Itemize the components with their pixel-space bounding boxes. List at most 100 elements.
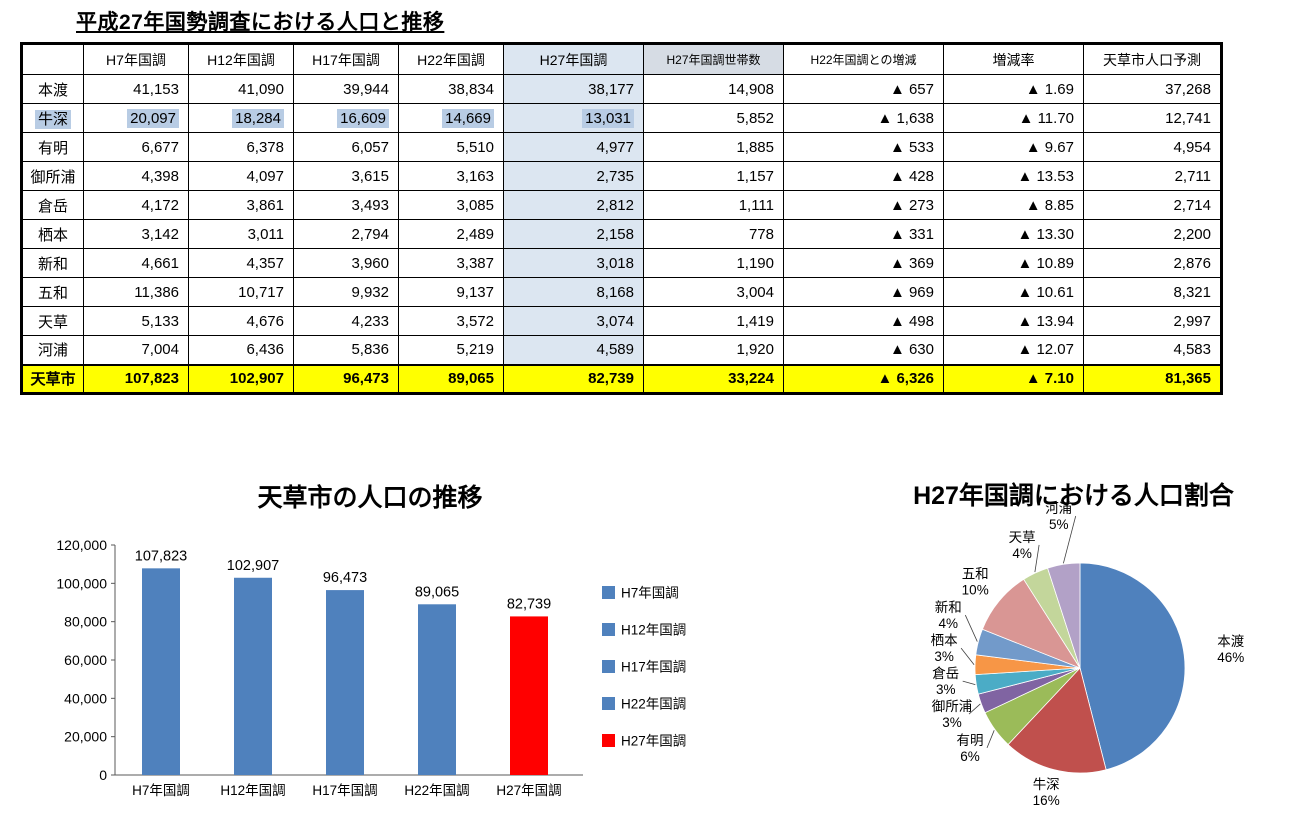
y-axis-label: 40,000: [64, 690, 107, 706]
table-cell: 778: [643, 219, 784, 249]
table-cell: 39,944: [293, 74, 399, 104]
table-cell: 4,097: [188, 161, 294, 191]
y-axis-label: 0: [99, 767, 107, 783]
table-cell: 4,661: [83, 248, 189, 278]
table-cell: 5,836: [293, 335, 399, 365]
row-label: 天草: [21, 306, 84, 336]
pie-label-新和: 新和 4%: [935, 600, 962, 631]
table-cell: 4,172: [83, 190, 189, 220]
row-label: 河浦: [21, 335, 84, 365]
table-cell: 38,834: [398, 74, 504, 104]
table-cell: 3,004: [643, 277, 784, 307]
table-cell: 10,717: [188, 277, 294, 307]
table-cell: ▲ 6,326: [783, 363, 944, 394]
row-label: 天草市: [21, 363, 84, 394]
table-cell: ▲ 13.94: [943, 306, 1084, 336]
x-axis-category-label: H17年国調: [312, 783, 377, 798]
x-axis-category-label: H12年国調: [220, 783, 285, 798]
pie-label-倉岳: 倉岳 3%: [932, 666, 959, 697]
table-cell: 3,615: [293, 161, 399, 191]
legend-label: H27年国調: [621, 734, 686, 749]
table-cell: 4,233: [293, 306, 399, 336]
table-cell: 4,357: [188, 248, 294, 278]
table-cell: 4,954: [1083, 132, 1222, 162]
table-cell: 3,960: [293, 248, 399, 278]
table-cell: 2,711: [1083, 161, 1222, 191]
table-cell: 6,057: [293, 132, 399, 162]
table-cell: ▲ 13.30: [943, 219, 1084, 249]
pie-slice-牛深: [1007, 667, 1107, 774]
pie-label-有明: 有明 6%: [957, 733, 984, 764]
y-axis-label: 120,000: [56, 537, 107, 553]
column-header: H22年国調: [398, 43, 504, 75]
table-cell: 2,735: [503, 161, 644, 191]
pie-label-leader-line: [964, 614, 978, 642]
page-title: 平成27年国勢調査における人口と推移: [76, 11, 445, 34]
pie-chart-canvas: 本渡 46% 牛深 16% 有明 6% 御所浦 3%倉岳 3%栖本 3%新和 4%五和 10% 天草 4%…: [931, 501, 1245, 808]
table-cell: 6,378: [188, 132, 294, 162]
legend-label: H12年国調: [621, 623, 686, 638]
table-cell: 4,583: [1083, 335, 1222, 365]
bar-H27年国調: [510, 616, 548, 775]
table-cell: 107,823: [83, 363, 189, 394]
column-header: 増減率: [943, 43, 1084, 75]
table-cell: 5,219: [398, 335, 504, 365]
bar-H12年国調: [234, 577, 272, 775]
legend-swatch: [602, 734, 615, 747]
table-cell: ▲ 657: [783, 74, 944, 104]
table-cell: 41,090: [188, 74, 294, 104]
population-table: H7年国調 H12年国調 H17年国調 H22年国調 H27年国調 H27年国調世帯数 H2…: [20, 42, 1223, 395]
table-cell: 4,977: [503, 132, 644, 162]
table-cell: 9,137: [398, 277, 504, 307]
y-axis-label: 80,000: [64, 614, 107, 630]
table-cell: 5,852: [643, 103, 784, 133]
column-header: H17年国調: [293, 43, 399, 75]
table-cell: 33,224: [643, 363, 784, 394]
table-cell: ▲ 12.07: [943, 335, 1084, 365]
bar-value-label: 89,065: [415, 584, 459, 600]
pie-chart: H27年国調における人口割合 本渡 46% 牛深 16% 有明 6% 御所浦 3% 倉岳 3% 栖本…: [850, 468, 1297, 813]
table-cell: 4,676: [188, 306, 294, 336]
table-cell: 2,794: [293, 219, 399, 249]
row-label: 有明: [21, 132, 84, 162]
bar-chart-canvas: 0 20,000 40,000 60,000 80,000 100,000 120,000 1…: [56, 537, 686, 798]
pie-label-leader-line: [986, 730, 995, 749]
y-axis-label: 60,000: [64, 652, 107, 668]
legend-swatch: [602, 697, 615, 710]
table-cell: ▲ 273: [783, 190, 944, 220]
table-cell: 1,419: [643, 306, 784, 336]
table-cell: 5,510: [398, 132, 504, 162]
table-cell: 8,321: [1083, 277, 1222, 307]
table-row: 倉岳 4,172 3,861 3,493 3,085 2,812 1,111 ▲ 273 ▲ 8…: [21, 190, 1222, 220]
row-label: 栖本: [21, 219, 84, 249]
table-cell: 6,436: [188, 335, 294, 365]
table-cell: 20,097: [83, 103, 189, 133]
bar-value-label: 107,823: [135, 548, 187, 564]
bar-chart-title: 天草市の人口の推移: [257, 484, 483, 512]
table-cell: ▲ 9.67: [943, 132, 1084, 162]
table-row: 新和 4,661 4,357 3,960 3,387 3,018 1,190 ▲ 369 ▲ 1…: [21, 248, 1222, 278]
legend-label: H22年国調: [621, 697, 686, 712]
table-cell: ▲ 428: [783, 161, 944, 191]
table-cell: 1,920: [643, 335, 784, 365]
row-label: 五和: [21, 277, 84, 307]
table-cell: 3,018: [503, 248, 644, 278]
table-cell: 2,714: [1083, 190, 1222, 220]
table-cell: 6,677: [83, 132, 189, 162]
table-cell: 3,074: [503, 306, 644, 336]
bar-value-label: 96,473: [323, 570, 367, 586]
pie-label-leader-line: [962, 680, 976, 685]
table-cell: 11,386: [83, 277, 189, 307]
table-header: H7年国調 H12年国調 H17年国調 H22年国調 H27年国調 H27年国調世帯数 H2…: [21, 43, 1222, 75]
table-cell: 2,812: [503, 190, 644, 220]
table-cell: 3,861: [188, 190, 294, 220]
pie-label-栖本: 栖本 3%: [931, 633, 959, 664]
table-cell: 1,885: [643, 132, 784, 162]
x-axis-category-label: H22年国調: [404, 783, 469, 798]
table-cell: ▲ 369: [783, 248, 944, 278]
table-cell: 102,907: [188, 363, 294, 394]
pie-label-五和: 五和 10%: [962, 566, 989, 597]
pie-slice-本渡: [1079, 562, 1186, 771]
table-cell: 5,133: [83, 306, 189, 336]
pie-slice-河浦: [1047, 562, 1081, 669]
